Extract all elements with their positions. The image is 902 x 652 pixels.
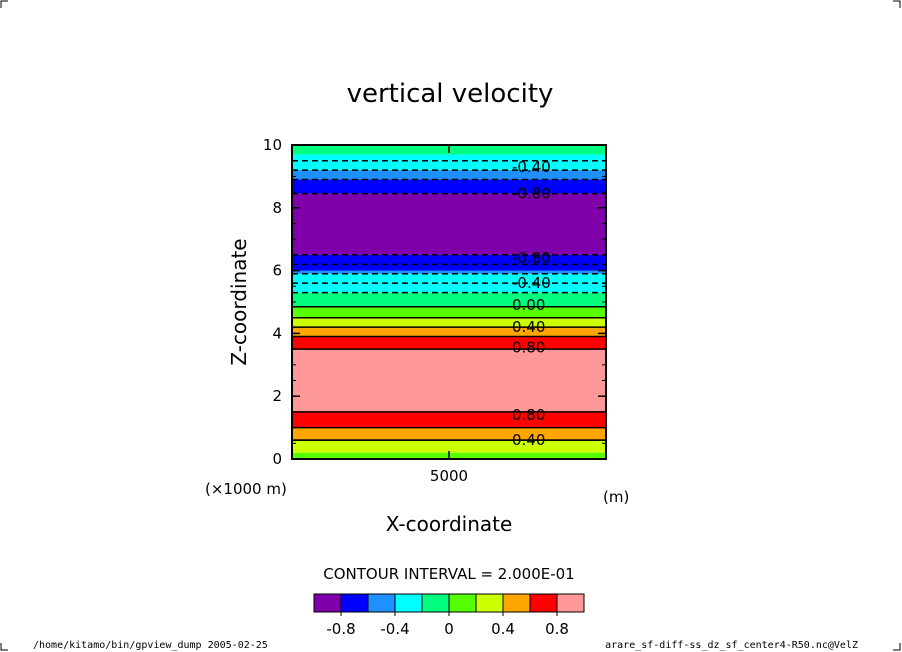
band-14 bbox=[292, 179, 606, 194]
contour-label-2: 0.80 bbox=[512, 339, 545, 357]
contour-label-1: 0.80 bbox=[512, 406, 545, 424]
x-unit-label: (m) bbox=[603, 488, 629, 506]
contour-label-4: 0.00 bbox=[512, 296, 545, 314]
x-tick-label: 5000 bbox=[430, 467, 468, 485]
colorbar-tick-label-3: 0.4 bbox=[491, 620, 515, 638]
contour-label-8: -0.40 bbox=[512, 158, 551, 176]
y-tick-label-5: 10 bbox=[263, 136, 282, 154]
colorbar-tick-labels: -0.8 -0.4 0 0.4 0.8 bbox=[326, 612, 569, 638]
colorbar-swatch-1 bbox=[340, 593, 369, 613]
colorbar-swatch-7 bbox=[502, 593, 531, 613]
footer-left: /home/kitamo/bin/gpview_dump 2005-02-25 bbox=[33, 640, 268, 651]
band-2 bbox=[292, 427, 606, 441]
contour-label-7: -0.80 bbox=[512, 185, 551, 203]
y-tick-label-4: 8 bbox=[272, 199, 282, 217]
contour-label-5: -0.40 bbox=[512, 274, 551, 292]
band-13 bbox=[292, 193, 606, 255]
colorbar-swatch-8 bbox=[529, 593, 558, 613]
y-tick-label-0: 0 bbox=[272, 450, 282, 468]
contour-label-text-0: 0.40 bbox=[512, 431, 545, 449]
chart-title: vertical velocity bbox=[347, 79, 554, 109]
band-3 bbox=[292, 411, 606, 428]
band-16 bbox=[292, 154, 606, 171]
band-4 bbox=[292, 349, 606, 412]
contour-label-text-5: -0.40 bbox=[512, 274, 551, 292]
contour-label-text-7: -0.80 bbox=[512, 185, 551, 203]
contour-labels: 0.40 0.80 0.80 0.40 0.00 -0.40 -0.80 -0.80 -0.40 bbox=[512, 158, 551, 449]
contour-label-text-4: 0.00 bbox=[512, 296, 545, 314]
colorbar-tick-label-4: 0.8 bbox=[545, 620, 569, 638]
colorbar-swatch-9 bbox=[556, 593, 585, 613]
colorbar-swatch-6 bbox=[475, 593, 504, 613]
band-7 bbox=[292, 317, 606, 328]
contour-label-text-1: 0.80 bbox=[512, 406, 545, 424]
colorbar-swatch-3 bbox=[394, 593, 423, 613]
band-10 bbox=[292, 273, 606, 293]
x-scale-label: (×1000 m) bbox=[205, 480, 287, 498]
colorbar-tick-label-0: -0.8 bbox=[326, 620, 355, 638]
contour-interval-text: CONTOUR INTERVAL = 2.000E-01 bbox=[323, 565, 574, 583]
y-tick-label-2: 4 bbox=[272, 324, 282, 342]
contour-label-6: -0.80 bbox=[512, 249, 551, 267]
contour-label-text-3: 0.40 bbox=[512, 318, 545, 336]
colorbar-swatch-5 bbox=[448, 593, 477, 613]
colorbar-tick-label-2: 0 bbox=[444, 620, 454, 638]
band-9 bbox=[292, 292, 606, 307]
colorbar-swatch-2 bbox=[367, 593, 396, 613]
footer-right: arare_sf-diff-ss_dz_sf_center4-R50.nc@Ve… bbox=[605, 640, 858, 651]
y-tick-label-1: 2 bbox=[272, 387, 282, 405]
band-1 bbox=[292, 440, 606, 453]
band-15 bbox=[292, 170, 606, 180]
contour-label-3: 0.40 bbox=[512, 318, 545, 336]
contour-lines bbox=[292, 159, 606, 441]
y-axis-ticks: 0 2 4 6 8 10 bbox=[263, 136, 606, 468]
colorbar-swatch-4 bbox=[421, 593, 450, 613]
contour-label-0: 0.40 bbox=[512, 431, 545, 449]
contour-label-text-6: -0.80 bbox=[512, 249, 551, 267]
band-12 bbox=[292, 254, 606, 271]
colorbar bbox=[313, 593, 585, 613]
colorbar-tick-label-1: -0.4 bbox=[380, 620, 409, 638]
contour-label-text-8: -0.40 bbox=[512, 158, 551, 176]
colorbar-swatch-0 bbox=[313, 593, 342, 613]
contour-label-text-2: 0.80 bbox=[512, 339, 545, 357]
color-bands bbox=[292, 145, 606, 459]
x-axis-label: X-coordinate bbox=[386, 512, 513, 536]
y-axis-label: Z-coordinate bbox=[227, 238, 251, 365]
band-6 bbox=[292, 327, 606, 337]
band-11 bbox=[292, 270, 606, 274]
y-tick-label-3: 6 bbox=[272, 262, 282, 280]
band-5 bbox=[292, 336, 606, 350]
band-8 bbox=[292, 306, 606, 318]
